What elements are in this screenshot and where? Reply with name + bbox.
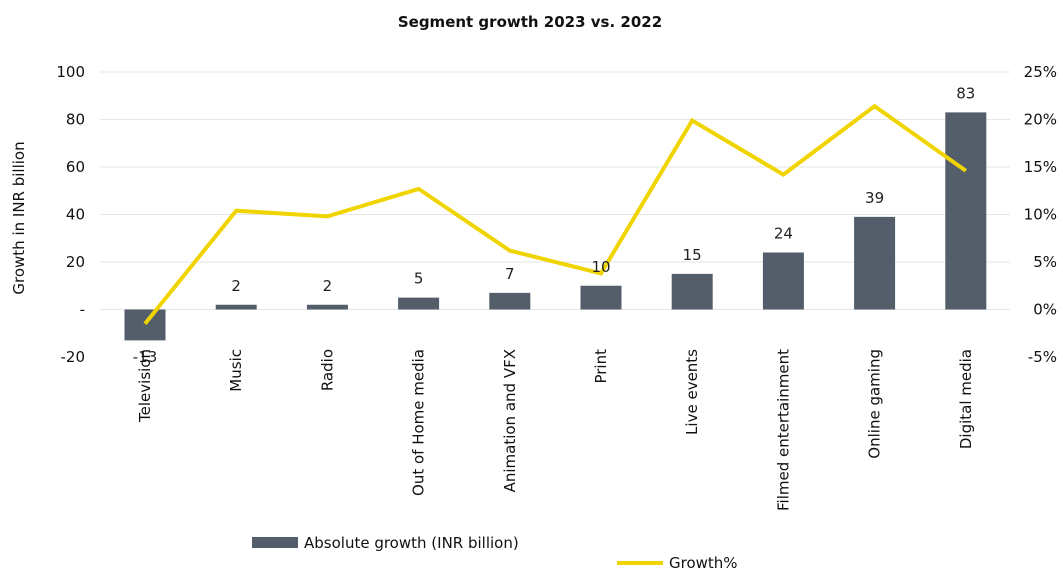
data-label: 7 xyxy=(505,265,515,283)
left-tick-label: 100 xyxy=(56,63,85,81)
legend-line-label: Growth% xyxy=(669,554,738,572)
data-label: -13 xyxy=(133,348,158,366)
growth-line xyxy=(143,103,967,326)
left-tick-label: - xyxy=(80,301,85,319)
bar xyxy=(580,285,622,310)
right-tick-label: -5% xyxy=(1028,348,1057,366)
bar xyxy=(215,304,257,310)
left-tick-label: -20 xyxy=(61,348,86,366)
data-label: 39 xyxy=(865,189,884,207)
right-tick-label: 20% xyxy=(1024,111,1057,129)
right-tick-label: 0% xyxy=(1033,301,1057,319)
category-label: Out of Home media xyxy=(410,349,428,496)
legend: Absolute growth (INR billion) Growth% xyxy=(252,534,738,572)
bar xyxy=(489,292,531,310)
category-label: Music xyxy=(227,349,245,392)
bar xyxy=(854,216,896,310)
line-series xyxy=(143,103,967,326)
bar xyxy=(398,297,440,310)
left-tick-label: 40 xyxy=(66,206,85,224)
category-label: Animation and VFX xyxy=(501,349,519,492)
right-tick-label: 15% xyxy=(1024,158,1057,176)
category-label: Filmed entertainment xyxy=(774,349,792,511)
data-label: 83 xyxy=(956,84,975,102)
legend-bar-label: Absolute growth (INR billion) xyxy=(304,534,519,552)
chart-title: Segment growth 2023 vs. 2022 xyxy=(398,13,662,31)
data-label: 10 xyxy=(591,258,610,276)
category-label: Digital media xyxy=(957,349,975,449)
data-label: 15 xyxy=(683,246,702,264)
right-tick-label: 5% xyxy=(1033,253,1057,271)
bar xyxy=(306,304,348,310)
right-axis-ticks: -5% 0% 5% 10% 15% 20% 25% xyxy=(1024,63,1057,366)
left-tick-label: 20 xyxy=(66,253,85,271)
right-tick-label: 25% xyxy=(1024,63,1057,81)
left-tick-label: 80 xyxy=(66,111,85,129)
data-label: 2 xyxy=(323,277,333,295)
data-label: 5 xyxy=(414,270,424,288)
legend-bar-swatch xyxy=(252,537,298,548)
bar xyxy=(945,112,987,310)
left-tick-label: 60 xyxy=(66,158,85,176)
data-label: 24 xyxy=(774,225,793,243)
category-label: Print xyxy=(592,349,610,384)
category-label: Live events xyxy=(683,349,701,435)
data-label: 2 xyxy=(231,277,241,295)
category-label: Online gaming xyxy=(866,349,884,459)
bar xyxy=(671,273,713,310)
category-label: Radio xyxy=(318,349,336,391)
category-labels: Television Music Radio Out of Home media Ani… xyxy=(136,349,975,511)
y-axis-title: Growth in INR billion xyxy=(10,141,28,294)
bar-data-labels: -13 2 2 5 7 10 15 24 39 83 xyxy=(133,84,976,366)
right-tick-label: 10% xyxy=(1024,206,1057,224)
bar-series xyxy=(124,112,987,341)
category-label: Television xyxy=(136,349,154,423)
bar xyxy=(124,309,166,341)
bar xyxy=(762,252,804,310)
